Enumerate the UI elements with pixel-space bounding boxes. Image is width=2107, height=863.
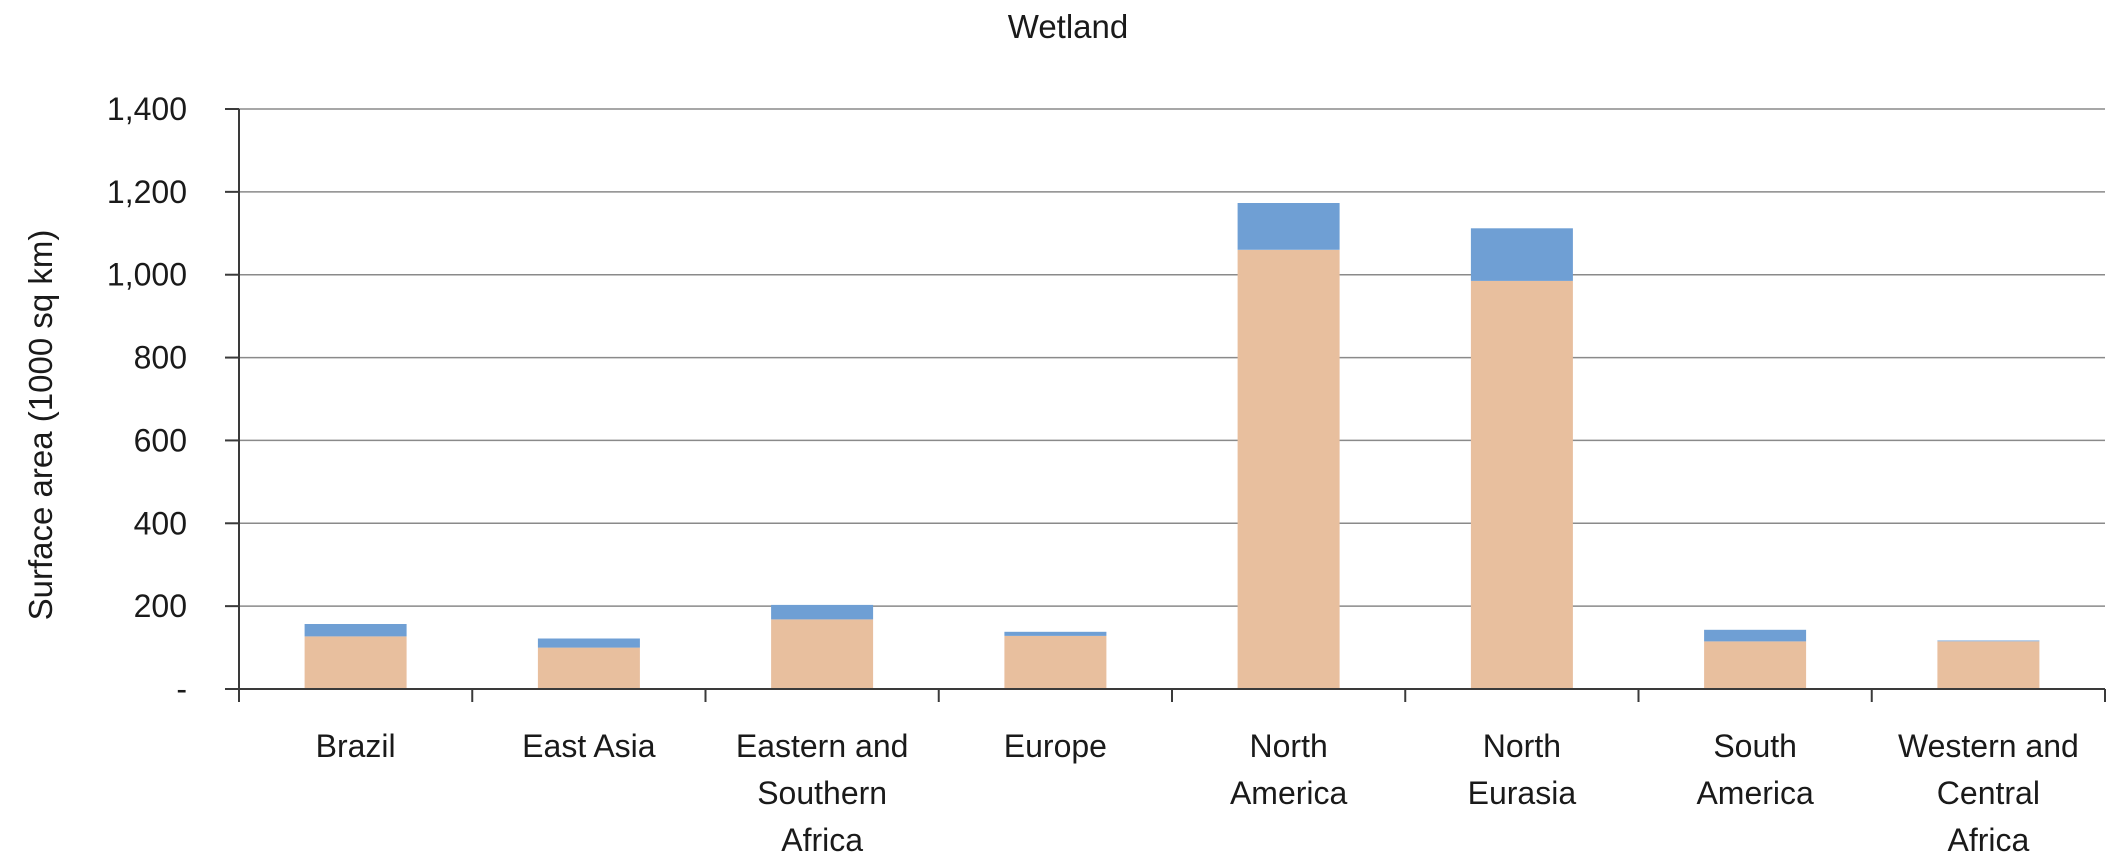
bar-segment-1 [1937, 641, 2040, 689]
x-tick-labels: Brazil East Asia Eastern and Southern Africa… [316, 728, 2079, 858]
x-tick-label: Brazil [316, 728, 396, 764]
y-tick-label: 1,000 [107, 257, 187, 293]
bar-segment-2 [304, 624, 407, 637]
bar-segment-1 [537, 647, 640, 689]
x-tick-label: North Eurasia [1468, 728, 1577, 811]
bar-segment-2 [537, 638, 640, 648]
y-axis-label: Surface area (1000 sq km) [22, 230, 59, 621]
bar-segment-1 [1704, 641, 1807, 689]
y-tick-labels: - 200 400 600 800 1,000 1,200 1,400 [107, 91, 239, 707]
bar-segment-2 [771, 604, 874, 620]
bar-segment-1 [1470, 280, 1573, 689]
y-tick-label: 800 [134, 340, 187, 376]
bar-segment-2 [1004, 631, 1107, 636]
y-tick-label: 1,200 [107, 174, 187, 210]
y-tick-label: 600 [134, 422, 187, 458]
bar-segment-1 [1004, 636, 1107, 689]
chart-title: Wetland [1008, 8, 1128, 45]
bar-segment-2 [1470, 228, 1573, 281]
y-tick-label: 1,400 [107, 91, 187, 127]
x-tick-label: Europe [1004, 728, 1107, 764]
bar-segment-1 [771, 619, 874, 689]
y-tick-label: - [176, 671, 187, 707]
bar-segment-2 [1704, 629, 1807, 642]
x-tick-label: Western and Central Africa [1898, 728, 2079, 858]
bar-segment-2 [1937, 640, 2040, 642]
bars [304, 203, 2040, 689]
bar-segment-1 [304, 636, 407, 689]
x-tick-label: North America [1230, 728, 1348, 811]
x-tick-label: South America [1696, 728, 1814, 811]
x-tick-label: Eastern and Southern Africa [736, 728, 909, 858]
gridlines [239, 108, 2105, 607]
bar-segment-1 [1237, 249, 1340, 689]
bar-segment-2 [1237, 203, 1340, 250]
y-tick-label: 400 [134, 505, 187, 541]
y-tick-label: 200 [134, 588, 187, 624]
x-axis [238, 109, 2106, 702]
x-tick-label: East Asia [522, 728, 656, 764]
